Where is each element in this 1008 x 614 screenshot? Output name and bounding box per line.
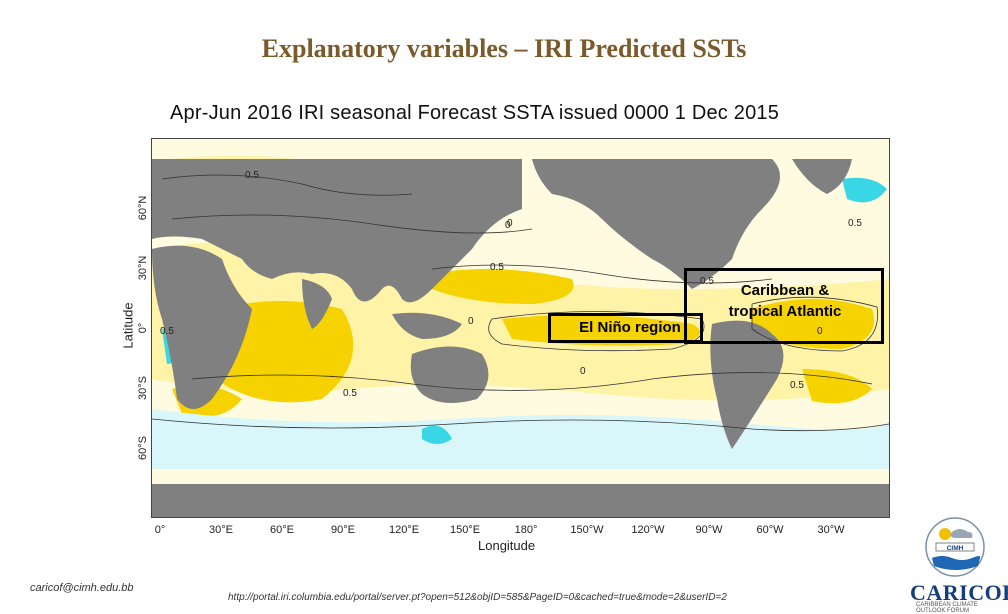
caricof-logo-text: CARICOF [910, 580, 1008, 605]
lon-tick: 30°W [817, 524, 845, 536]
warm-anomaly-south-atlantic [802, 369, 872, 404]
logo-inner-text: CIMH [947, 545, 964, 552]
warm-anomaly-tropical-atlantic [752, 299, 874, 349]
contour-label: 0.5 [700, 276, 714, 287]
caricof-logo: CIMH [920, 516, 990, 588]
lat-tick: 30°N [137, 255, 149, 281]
contour-line [152, 418, 889, 432]
caribbean-region-box [684, 268, 884, 344]
cool-anomaly-southern-ocean [152, 409, 889, 469]
lon-tick: 150°W [570, 524, 604, 536]
el-nino-region-box [548, 313, 703, 343]
contour-label: 0.5 [245, 170, 259, 181]
greenland [792, 159, 852, 194]
contour-line [488, 311, 705, 352]
caribbean-region-label-line2: tropical Atlantic [728, 303, 842, 320]
contour-label: 0 [505, 220, 511, 231]
lat-tick: 0° [137, 322, 149, 334]
land-masses [152, 159, 889, 517]
lon-tick: 0° [154, 524, 166, 536]
lat-tick: 30°S [137, 376, 149, 400]
y-axis-label: Latitude [120, 302, 136, 349]
antarctica [152, 484, 889, 517]
contour-label: 0 [817, 326, 823, 337]
lon-tick: 60°E [270, 524, 294, 536]
lat-tick: 60°N [137, 195, 149, 221]
lat-tick: 60°S [137, 436, 149, 460]
caricof-logo-subtitle: CARIBBEAN CLIMATE OUTLOOK FORUM [916, 602, 978, 614]
warm-anomaly-west-pacific [412, 269, 574, 304]
southeast-asia-islands [392, 312, 462, 339]
north-america [532, 159, 780, 289]
sst-anomaly-map [151, 138, 890, 518]
caribbean-region-label-line1: Caribbean & [740, 282, 830, 299]
map-title: Apr-Jun 2016 IRI seasonal Forecast SSTA … [170, 102, 780, 124]
warm-anomaly-el-nino [502, 315, 700, 346]
india [302, 279, 332, 329]
contour-label: 0.5 [343, 388, 357, 399]
africa [152, 245, 252, 409]
europe-asia [152, 159, 522, 303]
contour-label: 0.5 [848, 218, 862, 229]
contour-label: 0.5 [160, 326, 174, 337]
contour-label: 0.5 [790, 380, 804, 391]
contour-label: 0.5 [490, 262, 504, 273]
lon-tick: 120°W [631, 524, 665, 536]
map-canvas [152, 139, 889, 517]
lon-tick: 180° [514, 524, 538, 536]
contour-line [191, 372, 873, 391]
lon-tick: 120°E [388, 524, 420, 536]
contour-line [171, 214, 533, 234]
lon-tick: 30°E [209, 524, 233, 536]
el-nino-region-label: El Niño region [579, 319, 681, 336]
lon-tick: 150°E [449, 524, 481, 536]
contour-line [161, 174, 413, 196]
lon-tick: 90°E [331, 524, 355, 536]
contour-label: 0 [507, 218, 513, 229]
cool-anomaly-patch [842, 177, 887, 203]
x-axis-label: Longitude [478, 538, 536, 553]
contour-label: 0 [580, 366, 586, 377]
contact-email: caricof@cimh.edu.bb [30, 582, 134, 594]
lon-tick: 90°W [695, 524, 723, 536]
source-url: http://portal.iri.columbia.edu/portal/se… [228, 592, 727, 603]
contour-line [431, 264, 773, 284]
lon-tick: 60°W [756, 524, 784, 536]
cool-anomaly-patch [422, 425, 452, 444]
south-america [710, 320, 784, 449]
contour-label: 0 [468, 316, 474, 327]
slide-title: Explanatory variables – IRI Predicted SS… [261, 34, 747, 63]
